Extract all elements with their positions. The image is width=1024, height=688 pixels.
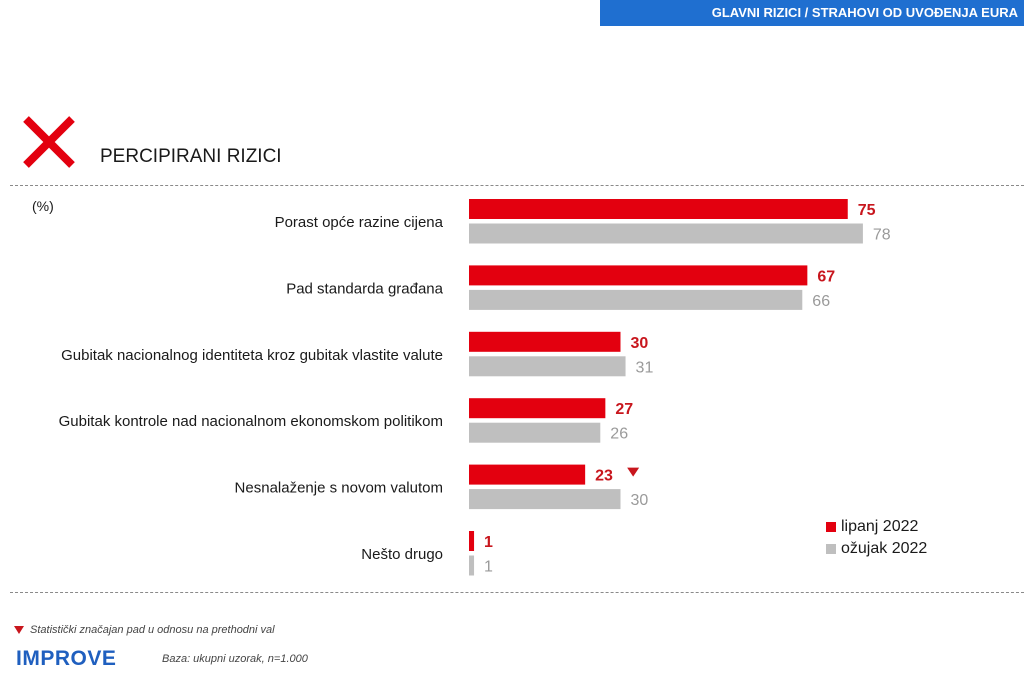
bar-ozujak: [469, 489, 621, 510]
section-title: PERCIPIRANI RIZICI: [100, 146, 282, 167]
footnote: Statistički značajan pad u odnosu na pre…: [14, 624, 275, 636]
bar-lipanj: [469, 398, 606, 419]
category-label: Porast opće razine cijena: [275, 214, 444, 231]
value-label: 1: [484, 534, 493, 551]
bar-lipanj: [469, 265, 808, 286]
base-note: Baza: ukupni uzorak, n=1.000: [162, 653, 308, 665]
bar-lipanj: [469, 531, 475, 551]
value-label: 30: [631, 335, 649, 352]
header-title: GLAVNI RIZICI / STRAHOVI OD UVOĐENJA EUR…: [600, 0, 1024, 26]
legend-label-0: lipanj 2022: [841, 518, 919, 535]
bar-ozujak: [469, 356, 626, 377]
bar-ozujak: [469, 422, 601, 443]
x-icon: [23, 116, 75, 168]
bottom-divider: [10, 592, 1024, 593]
category-label: Gubitak nacionalnog identiteta kroz gubi…: [61, 347, 443, 364]
category-label: Nešto drugo: [361, 546, 443, 563]
value-label: 23: [595, 468, 613, 485]
bar-lipanj: [469, 199, 848, 219]
unit-label: (%): [32, 198, 54, 214]
value-label: 67: [817, 268, 835, 285]
legend-swatch-0: [826, 522, 836, 532]
legend-item-1: ožujak 2022: [826, 538, 927, 560]
value-label: 26: [610, 426, 628, 443]
value-label: 27: [615, 401, 633, 418]
value-label: 66: [812, 293, 830, 310]
bar-lipanj: [469, 464, 586, 485]
legend: lipanj 2022 ožujak 2022: [826, 516, 927, 560]
legend-swatch-1: [826, 544, 836, 554]
category-label: Gubitak kontrole nad nacionalnom ekonoms…: [59, 413, 443, 430]
footnote-text: Statistički značajan pad u odnosu na pre…: [30, 624, 275, 636]
category-label: Nesnalaženje s novom valutom: [235, 480, 443, 497]
bar-ozujak: [469, 223, 863, 244]
bar-ozujak: [469, 289, 803, 310]
value-label: 30: [631, 492, 649, 509]
value-label: 1: [484, 559, 493, 576]
value-label: 78: [873, 227, 891, 244]
bar-lipanj: [469, 331, 621, 352]
bar-ozujak: [469, 555, 475, 576]
top-divider: [10, 185, 1024, 186]
legend-label-1: ožujak 2022: [841, 540, 928, 557]
legend-item-0: lipanj 2022: [826, 516, 927, 538]
decrease-marker-icon: [627, 467, 640, 477]
decrease-marker-icon: [14, 626, 24, 634]
value-label: 31: [636, 359, 654, 376]
logo: IMPROVE: [16, 647, 117, 670]
category-label: Pad standarda građana: [286, 280, 443, 297]
value-label: 75: [858, 202, 876, 219]
